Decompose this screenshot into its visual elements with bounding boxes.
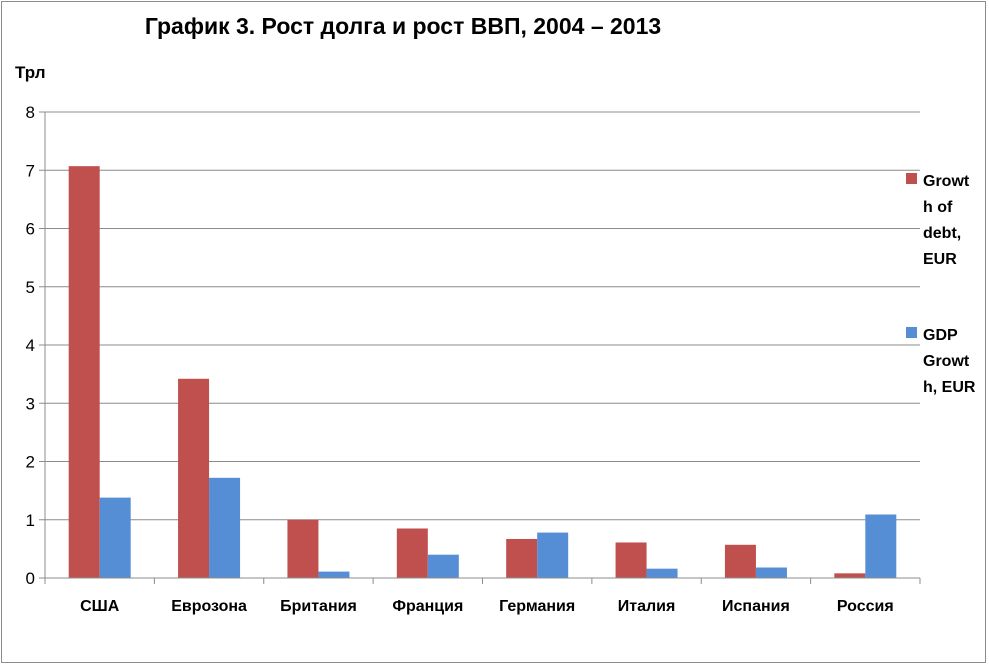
legend-swatch-debt: [906, 173, 917, 184]
x-tick-label: Германия: [499, 598, 575, 615]
y-tick-label: 2: [26, 453, 35, 472]
bar-debt: [834, 573, 866, 578]
y-tick-label: 5: [26, 278, 35, 297]
x-tick-label: Италия: [618, 598, 676, 615]
x-tick-label: Испания: [722, 598, 790, 615]
y-tick-label: 7: [26, 161, 35, 180]
y-axis-label: Трл: [15, 63, 46, 82]
bar-debt: [287, 519, 319, 578]
y-tick-label: 4: [26, 336, 35, 355]
bar-debt: [178, 378, 210, 578]
x-tick-label: Франция: [392, 598, 463, 615]
legend-label-debt: EUR: [923, 251, 957, 268]
x-tick-label: Британия: [280, 598, 357, 615]
bar-debt: [396, 528, 428, 578]
bar-debt: [724, 544, 756, 578]
legend-label-debt: Growt: [923, 173, 970, 190]
x-tick-label: Еврозона: [171, 598, 247, 615]
bar-gdp: [537, 532, 569, 578]
y-tick-label: 1: [26, 511, 35, 530]
legend-label-gdp: GDP: [923, 327, 958, 344]
legend-label-debt: debt,: [923, 225, 961, 242]
x-tick-label: Россия: [837, 598, 894, 615]
bar-debt: [506, 538, 538, 578]
bar-gdp: [209, 477, 241, 578]
legend: Growt h of debt, EUR GDP Growt h, EUR: [906, 173, 976, 396]
x-tick-label: США: [80, 598, 120, 615]
y-tick-label: 3: [26, 394, 35, 413]
bar-gdp: [865, 514, 897, 578]
legend-label-gdp: Growt: [923, 353, 970, 370]
chart-title: График 3. Рост долга и рост ВВП, 2004 – …: [145, 13, 661, 39]
legend-label-debt: h of: [923, 199, 953, 216]
axes: [39, 111, 921, 584]
bar-gdp: [427, 554, 459, 578]
bar-gdp: [99, 497, 131, 578]
legend-swatch-gdp: [906, 327, 917, 338]
bar-debt: [615, 542, 647, 578]
y-axis-ticks: 0 1 2 3 4 5 6 7 8: [26, 103, 35, 588]
gridlines: [45, 111, 920, 521]
legend-label-gdp: h, EUR: [923, 379, 976, 396]
x-axis-ticks: США Еврозона Британия Франция Германия Италия…: [80, 598, 894, 615]
bar-gdp: [646, 568, 678, 578]
y-tick-label: 8: [26, 103, 35, 122]
bars: [68, 166, 897, 579]
y-tick-label: 0: [26, 569, 35, 588]
bar-gdp: [318, 571, 350, 578]
y-tick-label: 6: [26, 220, 35, 239]
bar-gdp: [755, 567, 787, 578]
bar-debt: [68, 166, 100, 579]
